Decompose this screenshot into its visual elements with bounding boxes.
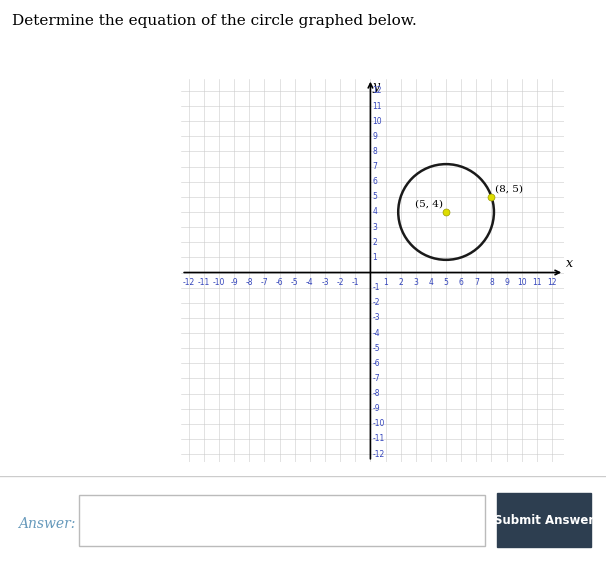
Text: 6: 6 bbox=[459, 278, 464, 287]
Text: 12: 12 bbox=[373, 87, 382, 95]
Text: -1: -1 bbox=[373, 283, 380, 292]
Text: (5, 4): (5, 4) bbox=[415, 199, 443, 208]
Text: 8: 8 bbox=[489, 278, 494, 287]
Text: -8: -8 bbox=[245, 278, 253, 287]
Text: x: x bbox=[565, 257, 573, 270]
Text: -11: -11 bbox=[373, 435, 385, 444]
Text: 10: 10 bbox=[373, 117, 382, 126]
Text: -2: -2 bbox=[336, 278, 344, 287]
Text: -6: -6 bbox=[276, 278, 284, 287]
Text: -4: -4 bbox=[306, 278, 314, 287]
Text: 6: 6 bbox=[373, 177, 378, 186]
Text: 7: 7 bbox=[474, 278, 479, 287]
Text: 3: 3 bbox=[413, 278, 418, 287]
Text: -2: -2 bbox=[373, 298, 380, 307]
Text: 5: 5 bbox=[373, 193, 378, 202]
Text: 3: 3 bbox=[373, 222, 378, 231]
Text: -10: -10 bbox=[373, 419, 385, 428]
Text: -9: -9 bbox=[230, 278, 238, 287]
Text: 12: 12 bbox=[547, 278, 557, 287]
Text: -5: -5 bbox=[291, 278, 299, 287]
Text: 9: 9 bbox=[504, 278, 509, 287]
Text: 11: 11 bbox=[373, 101, 382, 110]
Text: 1: 1 bbox=[383, 278, 388, 287]
Text: 2: 2 bbox=[373, 238, 378, 247]
Text: 7: 7 bbox=[373, 162, 378, 171]
Bar bbox=[79, 495, 485, 546]
Text: -5: -5 bbox=[373, 343, 381, 352]
Text: 1: 1 bbox=[373, 253, 378, 262]
Text: 2: 2 bbox=[398, 278, 403, 287]
Text: Determine the equation of the circle graphed below.: Determine the equation of the circle gra… bbox=[12, 14, 417, 28]
Text: 10: 10 bbox=[517, 278, 527, 287]
Text: -10: -10 bbox=[213, 278, 225, 287]
Text: -12: -12 bbox=[373, 450, 385, 459]
Text: -6: -6 bbox=[373, 359, 381, 368]
Text: -3: -3 bbox=[321, 278, 329, 287]
Text: 9: 9 bbox=[373, 132, 378, 141]
Text: 11: 11 bbox=[532, 278, 542, 287]
Text: 4: 4 bbox=[428, 278, 433, 287]
Text: Submit Answer: Submit Answer bbox=[494, 514, 594, 527]
Text: -3: -3 bbox=[373, 314, 381, 323]
Text: -7: -7 bbox=[373, 374, 381, 383]
Text: -11: -11 bbox=[198, 278, 210, 287]
Text: -7: -7 bbox=[261, 278, 268, 287]
Text: -12: -12 bbox=[183, 278, 195, 287]
Bar bbox=[497, 493, 591, 547]
Text: 8: 8 bbox=[373, 147, 378, 156]
Text: -4: -4 bbox=[373, 329, 381, 338]
Text: Answer:: Answer: bbox=[18, 517, 76, 531]
Text: (8, 5): (8, 5) bbox=[494, 184, 522, 193]
Text: y: y bbox=[373, 81, 380, 93]
Text: 4: 4 bbox=[373, 208, 378, 217]
Text: 5: 5 bbox=[444, 278, 448, 287]
Text: -8: -8 bbox=[373, 389, 380, 398]
Text: -9: -9 bbox=[373, 404, 381, 413]
Text: -1: -1 bbox=[351, 278, 359, 287]
